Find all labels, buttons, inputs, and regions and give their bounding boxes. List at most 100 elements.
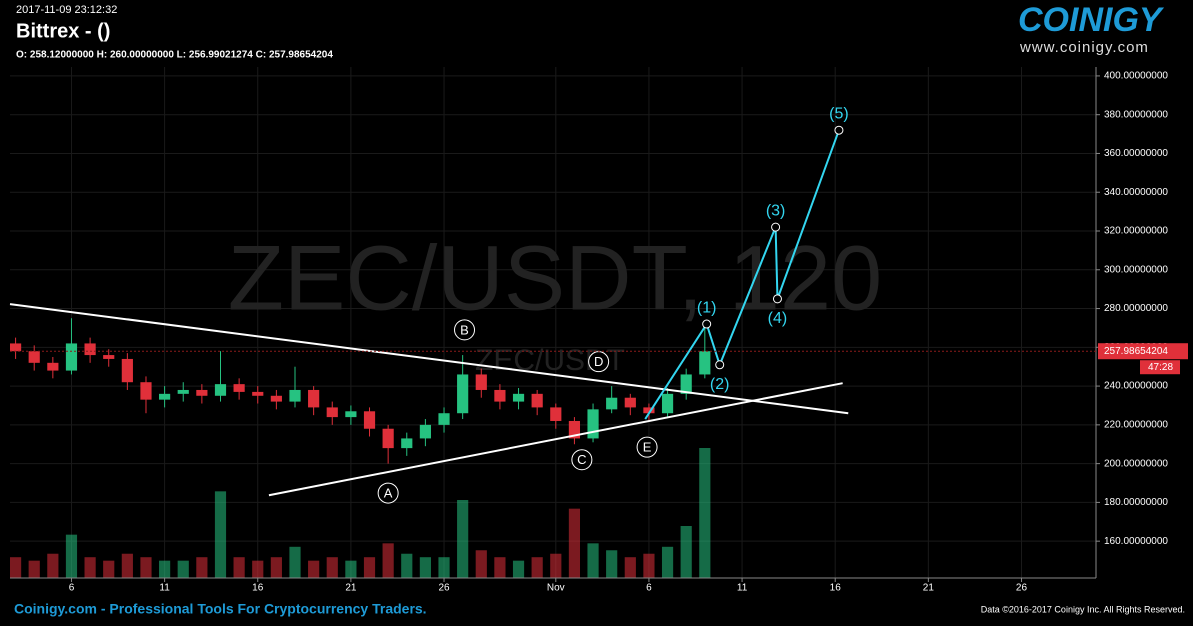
candle-body: [550, 407, 562, 421]
candle-body: [494, 389, 506, 402]
candle-body: [252, 391, 264, 396]
x-tick-label: 16: [252, 583, 264, 594]
wave-label-circle: [571, 449, 593, 471]
wave-number: (5): [829, 105, 849, 122]
wave-label: C: [577, 452, 586, 467]
x-tick-label: 21: [923, 583, 935, 594]
volume-bar: [587, 543, 599, 578]
volume-bar: [196, 557, 208, 578]
candle-body: [382, 428, 394, 449]
wave-label: E: [643, 440, 652, 455]
volume-bar: [643, 553, 655, 578]
candle-body: [10, 343, 22, 352]
candle-body: [196, 389, 208, 396]
last-price-tag: [1098, 343, 1188, 360]
candle-body: [475, 374, 487, 390]
candle-body: [624, 397, 636, 408]
candle-body: [270, 395, 282, 402]
volume-bar: [140, 557, 152, 578]
x-tick-label: 11: [737, 583, 748, 594]
wave-point: [771, 222, 781, 232]
candle-body: [587, 409, 599, 439]
volume-bar: [624, 557, 636, 578]
candle-body: [177, 389, 189, 394]
volume-bar: [177, 560, 189, 578]
logo: COINIGY: [1018, 1, 1165, 39]
candle-body: [345, 411, 357, 418]
candle-body: [401, 438, 413, 449]
candle-body: [84, 343, 96, 356]
volume-bar: [84, 557, 96, 578]
y-tick-label: 360.00000000: [1104, 148, 1168, 159]
volume-bar: [47, 553, 59, 578]
candle-body: [531, 393, 543, 408]
x-tick-label: 16: [830, 583, 842, 594]
candle-body: [159, 393, 171, 400]
wave-label: A: [384, 486, 393, 501]
volume-bar: [680, 526, 692, 578]
wave-point: [715, 360, 725, 370]
wave-point: [834, 125, 844, 135]
volume-bar: [233, 557, 245, 578]
candle-body: [568, 420, 581, 439]
grid: [10, 67, 1096, 578]
volume-bar: [419, 557, 431, 578]
volume-bar: [65, 534, 78, 578]
trendline: [268, 382, 843, 497]
wave-number: (2): [710, 376, 730, 393]
candle-body: [121, 358, 133, 383]
volume-bar: [661, 546, 674, 578]
x-tick-label: 6: [646, 583, 652, 594]
ohlc: O: 258.12000000 H: 260.00000000 L: 256.9…: [16, 50, 333, 61]
candle-body: [233, 384, 245, 392]
trendline: [9, 303, 849, 415]
candle-body: [419, 424, 431, 439]
y-tick-label: 340.00000000: [1104, 187, 1168, 198]
volume-bar: [326, 557, 338, 578]
title: Bittrex - (): [16, 20, 110, 42]
volume-bar: [103, 560, 115, 578]
candle-body: [65, 343, 78, 371]
footer-left: Coinigy.com - Professional Tools For Cry…: [14, 601, 427, 617]
candle-body: [140, 382, 152, 400]
y-tick-label: 400.00000000: [1104, 71, 1168, 82]
wave-point: [702, 319, 712, 329]
volume-bar: [401, 553, 413, 578]
watermark: ZEC/USDT, 120: [228, 227, 882, 329]
candle-body: [308, 389, 320, 408]
x-tick-label: 6: [69, 583, 75, 594]
timestamp: 2017-11-09 23:12:32: [16, 4, 117, 16]
x-tick-label: Nov: [547, 583, 565, 594]
volume-bar: [438, 557, 450, 578]
candle-body: [103, 355, 115, 359]
wave-label-circle: [377, 482, 399, 504]
last-price-label: 257.98654204: [1104, 346, 1168, 357]
volume-bar: [550, 553, 562, 578]
volume-bar: [308, 560, 320, 578]
countdown: 47:28: [1148, 362, 1173, 373]
volume-bar: [382, 543, 394, 578]
x-tick-label: 26: [1016, 583, 1028, 594]
volume-bar: [252, 560, 264, 578]
candle-body: [606, 397, 618, 410]
volume-bar: [214, 491, 227, 578]
wave-label: D: [594, 354, 603, 369]
y-tick-label: 220.00000000: [1104, 419, 1168, 430]
candle-body: [47, 362, 59, 371]
candle-body: [326, 407, 338, 418]
candle-body: [363, 411, 376, 429]
volume-bar: [699, 448, 711, 578]
logo-url: www.coinigy.com: [1019, 39, 1149, 56]
y-tick-label: 160.00000000: [1104, 536, 1168, 547]
wave-label-circle: [636, 436, 658, 458]
countdown-tag: [1140, 360, 1180, 375]
y-tick-label: 300.00000000: [1104, 264, 1168, 275]
volume-bar: [531, 557, 543, 578]
volume-bar: [512, 560, 525, 578]
wave-number: (1): [697, 299, 717, 316]
x-tick-label: 26: [438, 583, 450, 594]
footer-right: Data ©2016-2017 Coinigy Inc. All Rights …: [981, 604, 1185, 614]
candle-body: [699, 351, 711, 375]
y-tick-label: 280.00000000: [1104, 303, 1168, 314]
